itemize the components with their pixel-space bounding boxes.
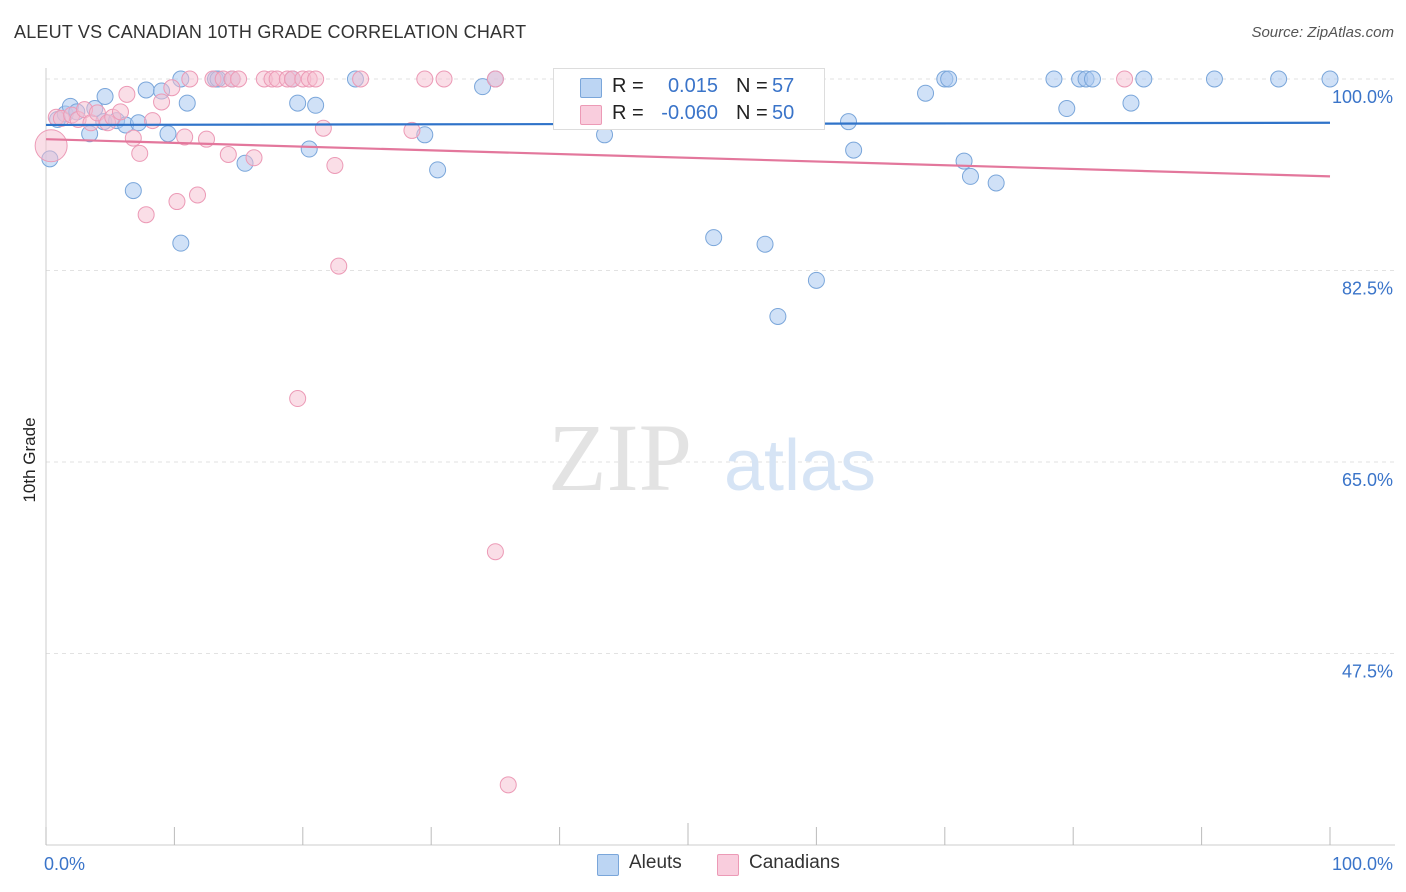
- legend-row-aleuts: R = 0.015 N = 57: [554, 74, 824, 100]
- canadians-point: [326, 156, 344, 174]
- aleuts-point: [845, 141, 863, 159]
- canadians-point: [137, 206, 155, 224]
- aleuts-point: [124, 182, 142, 200]
- canadians-point: [435, 70, 453, 88]
- canadians-legend-label: Canadians: [749, 852, 840, 873]
- aleuts-point: [807, 271, 825, 289]
- canadians-point: [307, 70, 325, 88]
- r-value: -0.060: [661, 102, 718, 124]
- x-tick-label: 0.0%: [44, 854, 85, 874]
- aleuts-point: [300, 140, 318, 158]
- aleuts-point: [289, 94, 307, 112]
- aleuts-point: [1205, 70, 1223, 88]
- canadians-point: [181, 70, 199, 88]
- watermark: ZIP atlas: [548, 404, 876, 511]
- canadians-point: [176, 128, 194, 146]
- watermark-atlas: atlas: [724, 426, 876, 506]
- canadians-legend-swatch: [717, 854, 739, 876]
- chart-title: ALEUT VS CANADIAN 10TH GRADE CORRELATION…: [14, 22, 527, 42]
- canadians-point: [289, 390, 307, 408]
- aleuts-point: [917, 84, 935, 102]
- aleuts-point: [1122, 94, 1140, 112]
- canadians-point: [245, 149, 263, 167]
- aleuts-point: [840, 113, 857, 131]
- source-credit: Source: ZipAtlas.com: [1251, 24, 1394, 41]
- aleuts-point: [474, 78, 492, 96]
- canadians-point: [189, 186, 207, 204]
- x-tick-label: 100.0%: [1332, 854, 1393, 874]
- canadians-point: [416, 70, 434, 88]
- canadians-point: [153, 93, 171, 111]
- tick-labels: 100.0% 82.5% 65.0% 47.5% 0.0% 100.0%: [44, 87, 1393, 874]
- canadians-point: [163, 79, 181, 97]
- canadians-point: [111, 103, 129, 121]
- aleuts-point: [769, 307, 787, 325]
- canadians-point: [314, 119, 332, 137]
- canadians-point: [486, 543, 504, 561]
- aleuts-swatch: [580, 78, 602, 98]
- aleuts-point: [178, 94, 196, 112]
- aleuts-point: [137, 81, 155, 99]
- canadians-trend-line: [45, 138, 1331, 178]
- aleuts-legend-swatch: [597, 854, 619, 876]
- aleuts-point: [940, 70, 958, 88]
- n-label: N =: [736, 102, 768, 124]
- canadians-point: [131, 144, 149, 162]
- canadians-point: [168, 193, 186, 211]
- axes: [45, 68, 1395, 846]
- aleuts-point: [987, 174, 1005, 192]
- aleuts-point: [1083, 70, 1101, 88]
- r-label: R =: [612, 102, 644, 124]
- canadians-points: [34, 70, 1134, 794]
- canadians-swatch: [580, 105, 602, 125]
- aleuts-point: [705, 229, 723, 247]
- canadians-point: [486, 70, 504, 88]
- canadians-point: [219, 146, 237, 164]
- aleuts-point: [129, 114, 147, 132]
- aleuts-point: [1321, 70, 1339, 88]
- aleuts-point: [1270, 70, 1288, 88]
- aleuts-point: [429, 161, 447, 179]
- n-label: N =: [736, 75, 768, 97]
- y-tick-label: 47.5%: [1342, 662, 1393, 682]
- y-tick-label: 100.0%: [1332, 87, 1393, 107]
- canadians-point: [499, 776, 517, 794]
- canadians-point: [34, 129, 68, 163]
- canadians-point: [230, 70, 248, 88]
- aleuts-legend-label: Aleuts: [629, 852, 682, 873]
- canadians-point: [144, 112, 162, 130]
- n-value: 57: [772, 75, 795, 97]
- canadians-point: [1116, 70, 1134, 88]
- aleuts-point: [307, 96, 325, 114]
- r-value: 0.015: [667, 75, 718, 97]
- canadians-point: [124, 129, 142, 147]
- aleuts-point: [159, 125, 177, 143]
- y-tick-label: 65.0%: [1342, 470, 1393, 490]
- canadians-point: [352, 70, 370, 88]
- canadians-point: [403, 121, 421, 139]
- r-label: R =: [612, 75, 644, 97]
- aleuts-point: [1058, 100, 1076, 118]
- y-tick-label: 82.5%: [1342, 279, 1393, 299]
- stats-legend: R = 0.015 N = 57 R = -0.060 N = 50: [553, 68, 825, 130]
- n-value: 50: [772, 102, 795, 124]
- canadians-point: [88, 104, 106, 122]
- aleuts-point: [1045, 70, 1063, 88]
- canadians-point: [118, 85, 136, 103]
- aleuts-point: [756, 235, 774, 253]
- watermark-zip: ZIP: [548, 404, 692, 511]
- aleuts-point: [96, 88, 114, 106]
- aleuts-point: [1135, 70, 1153, 88]
- legend-row-canadians: R = -0.060 N = 50: [554, 101, 824, 127]
- aleuts-point: [172, 234, 190, 252]
- aleuts-point: [961, 167, 979, 185]
- canadians-point: [330, 257, 348, 275]
